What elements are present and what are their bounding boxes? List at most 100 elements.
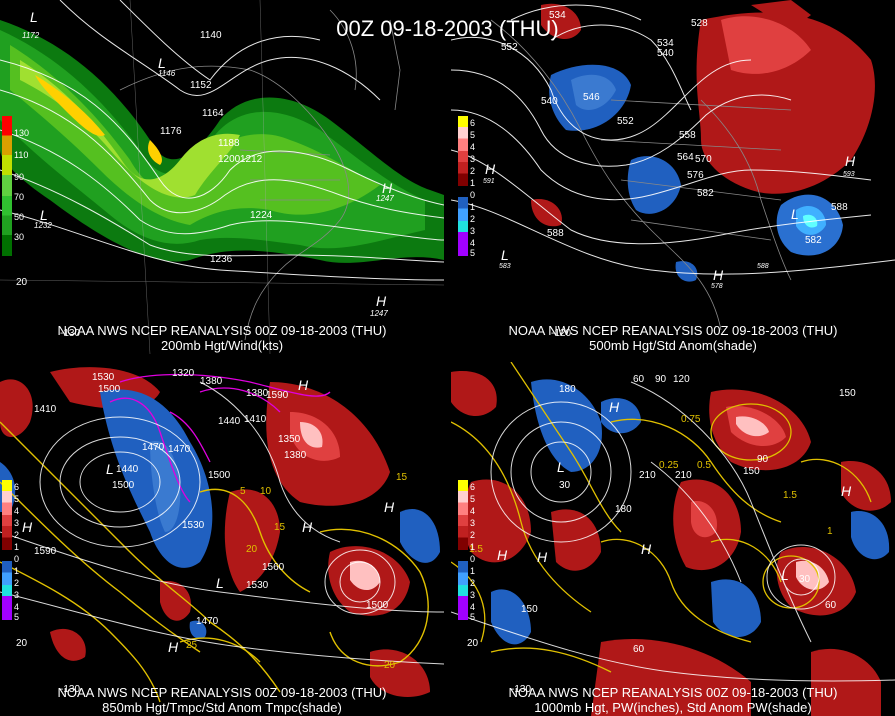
contour-label: 564 <box>677 152 694 163</box>
panel-caption: NOAA NWS NCEP REANALYSIS 00Z 09-18-2003 … <box>508 323 838 338</box>
contour-label: 1212 <box>240 154 263 165</box>
contour-label: 1380 <box>200 376 223 387</box>
axis-label: -120 <box>551 328 571 339</box>
svg-text:H: H <box>713 267 724 283</box>
svg-text:H: H <box>22 519 33 535</box>
panel-500mb-map: 552 534 528 540 546 552 558 564 570 576 … <box>451 0 895 339</box>
contour-label: 120 <box>673 374 690 385</box>
contour-label: 150 <box>839 388 856 399</box>
contour-label: 20 <box>384 660 396 671</box>
svg-text:L: L <box>40 207 48 223</box>
legend-label: 3 <box>470 518 476 528</box>
legend-label: 4 <box>470 602 476 612</box>
legend-label: 5 <box>470 130 476 140</box>
legend-label: 5 <box>470 612 476 622</box>
contour-label: 30 <box>559 480 571 491</box>
contour-label: 1560 <box>262 562 285 573</box>
svg-text:H: H <box>302 519 313 535</box>
legend-label: 4 <box>14 506 20 516</box>
contour-label: 1500 <box>112 480 135 491</box>
panel-caption: NOAA NWS NCEP REANALYSIS 00Z 09-18-2003 … <box>57 323 387 338</box>
contour-label: 576 <box>687 170 704 181</box>
contour-label: 15 <box>396 472 408 483</box>
svg-text:H: H <box>384 499 395 515</box>
contour-label: 20 <box>246 544 258 555</box>
contour-label: 1530 <box>92 372 115 383</box>
panel-subcaption: 200mb Hgt/Wind(kts) <box>160 338 284 353</box>
svg-text:L: L <box>216 575 224 591</box>
contour-label: 546 <box>583 92 600 103</box>
legend-label: 2 <box>470 578 476 588</box>
contour-label: 1590 <box>266 390 289 401</box>
figure-title: 00Z 09-18-2003 (THU) <box>336 16 559 41</box>
legend-label: 90 <box>14 172 25 182</box>
svg-text:H: H <box>845 153 856 169</box>
contour-label: 558 <box>679 130 696 141</box>
contour-label: 60 <box>825 600 837 611</box>
svg-text:L: L <box>30 9 38 25</box>
contour-label: 588 <box>831 202 848 213</box>
axis-label: 20 <box>16 277 28 288</box>
contour-label: 1172 <box>22 31 40 40</box>
panel-850mb: 1530 1500 1410 1320 1380 1440 1470 1500 … <box>0 362 444 716</box>
legend-label: 6 <box>470 118 476 128</box>
contour-label: 180 <box>615 504 632 515</box>
contour-label: 540 <box>541 96 558 107</box>
legend-label: 50 <box>14 212 25 222</box>
contour-label: 582 <box>805 235 822 246</box>
contour-label: 15 <box>274 522 286 533</box>
legend-label: 4 <box>470 238 476 248</box>
svg-text:H: H <box>497 547 508 563</box>
contour-label: 1530 <box>182 520 205 531</box>
panel-200mb: 1140 1146 1152 1164 1176 1188 1200 1212 … <box>0 0 444 354</box>
svg-text:H: H <box>298 377 309 393</box>
panel-subcaption: 500mb Hgt/Std Anom(shade) <box>589 338 757 353</box>
legend-200mb: 130 110 90 70 50 30 <box>2 116 29 256</box>
contour-label: 1200 <box>218 154 241 165</box>
legend-label: 3 <box>470 226 476 236</box>
svg-text:H: H <box>641 541 652 557</box>
contour-label: 1247 <box>370 309 388 318</box>
legend-label: 2 <box>470 166 476 176</box>
contour-label: 0.5 <box>697 460 711 471</box>
legend-850mb: 6 5 4 3 2 1 0 1 2 3 4 5 <box>2 480 19 622</box>
contour-label: 1470 <box>142 442 165 453</box>
contour-label: 583 <box>499 263 511 270</box>
svg-text:L: L <box>158 55 166 71</box>
contour-label: 5 <box>240 486 246 497</box>
contour-label: 1440 <box>218 416 241 427</box>
contour-label: 1146 <box>158 69 176 78</box>
contour-label: 1 <box>827 526 833 537</box>
axis-label: 20 <box>16 638 28 649</box>
legend-label: 3 <box>14 590 20 600</box>
contour-label: 150 <box>743 466 760 477</box>
axis-label: -130 <box>60 328 80 339</box>
contour-label: 528 <box>691 18 708 29</box>
panel-500mb: 552 534 528 540 546 552 558 564 570 576 … <box>451 0 895 354</box>
legend-label: 4 <box>14 602 20 612</box>
legend-label: 5 <box>470 248 476 258</box>
legend-label: 110 <box>14 150 29 160</box>
panel-caption: NOAA NWS NCEP REANALYSIS 00Z 09-18-2003 … <box>57 685 387 700</box>
panel-200mb-map: 1140 1146 1152 1164 1176 1188 1200 1212 … <box>0 0 444 354</box>
panel-1000mb: 180 60 90 120 150 210 30 0.25 0.5 1.5 1 … <box>451 362 895 716</box>
contour-label: 591 <box>483 178 495 185</box>
contour-label: 1470 <box>168 444 191 455</box>
legend-label: 1 <box>470 566 476 576</box>
panel-850mb-map: 1530 1500 1410 1320 1380 1440 1470 1500 … <box>0 367 444 703</box>
contour-label: 1530 <box>246 580 269 591</box>
contour-label: 0.25 <box>659 460 679 471</box>
axis-label: -130 <box>60 684 80 695</box>
legend-500mb: 6 5 4 3 2 1 0 1 2 3 4 5 <box>458 116 475 258</box>
legend-label: 3 <box>14 518 20 528</box>
svg-text:L: L <box>557 459 565 475</box>
contour-label: 1590 <box>34 546 57 557</box>
contour-label: 1.5 <box>783 490 797 501</box>
contour-label: 588 <box>547 228 564 239</box>
contour-label: 1176 <box>160 126 182 137</box>
contour-label: 1236 <box>210 254 233 265</box>
contour-label: 1380 <box>284 450 307 461</box>
panel-caption: NOAA NWS NCEP REANALYSIS 00Z 09-18-2003 … <box>508 685 838 700</box>
contour-label: 210 <box>639 470 656 481</box>
legend-label: 2 <box>470 530 476 540</box>
